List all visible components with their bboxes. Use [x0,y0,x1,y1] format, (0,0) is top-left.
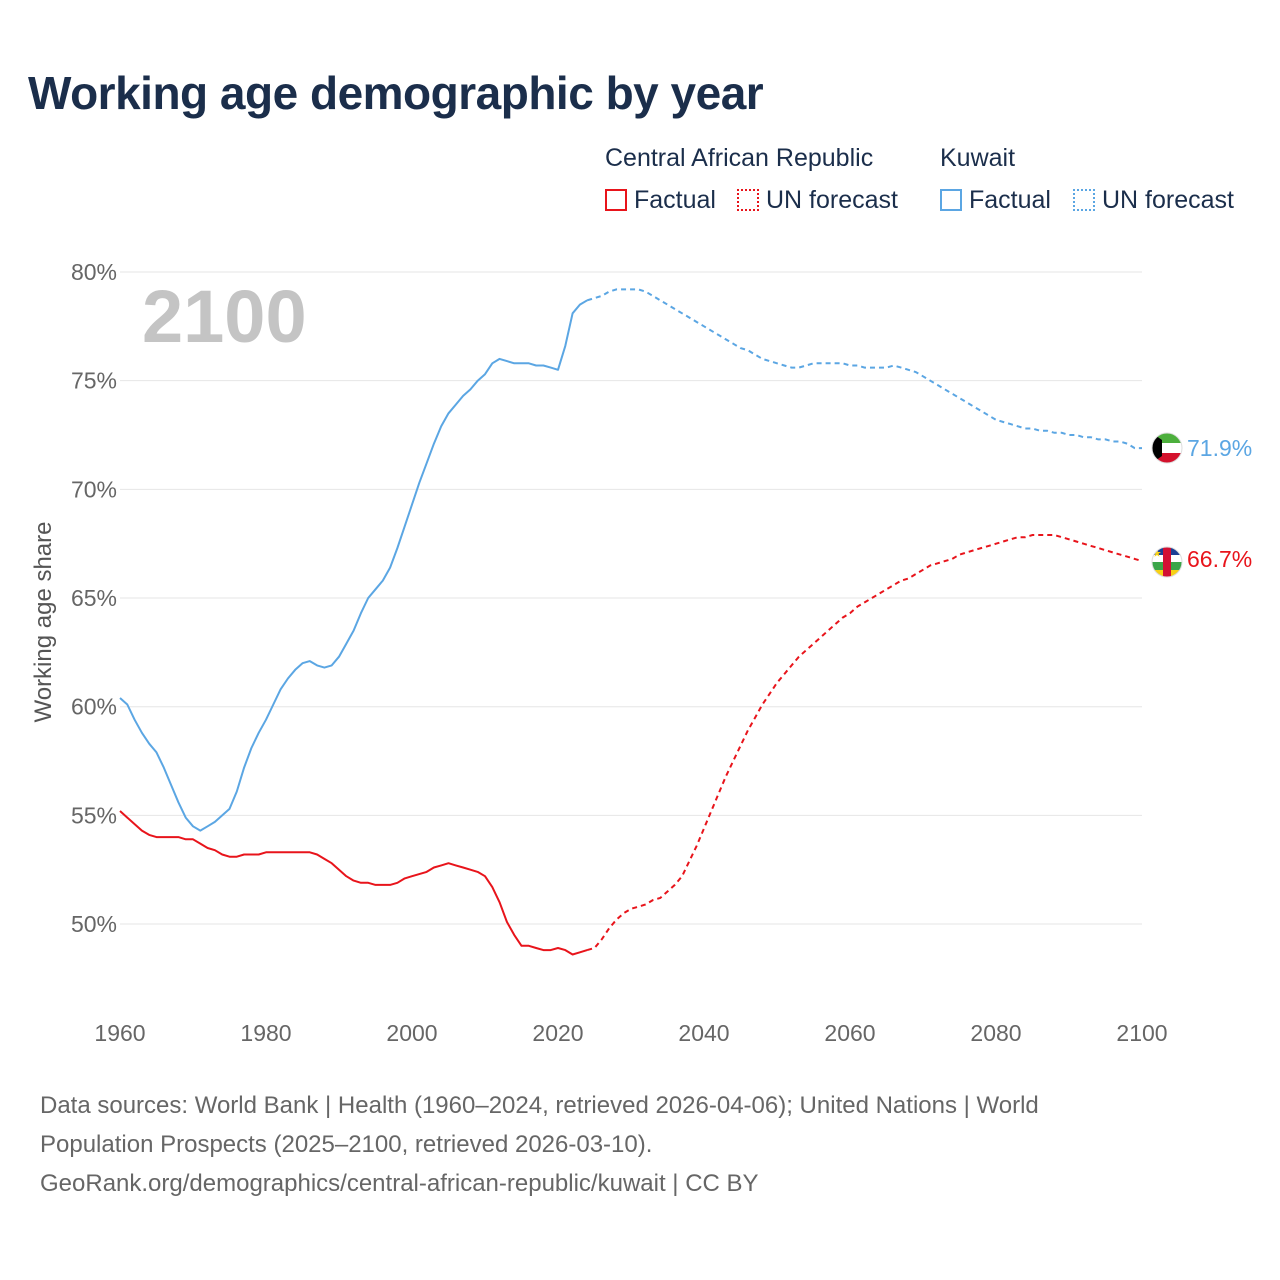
legend-swatch-kuwait-factual [940,189,962,211]
x-tick-label: 1960 [94,1020,145,1046]
year-watermark: 2100 [142,275,307,358]
x-tick-label: 2040 [678,1020,729,1046]
car-flag-ring [1151,546,1183,578]
series-line-kuwait-factual[interactable] [119,299,588,832]
legend-item-car-forecast[interactable]: UN forecast [737,186,898,214]
end-label-kuwait: 71.9% [1187,435,1252,461]
y-axis-ticks: 50% 55% 60% 65% 70% 75% 80% [71,259,117,937]
x-axis-ticks: 1960 1980 2000 2020 2040 2060 2080 2100 [94,1020,1167,1046]
legend-title-kuwait: Kuwait [940,144,1016,172]
y-tick-label: 70% [71,476,117,502]
legend-item-car-factual[interactable]: Factual [605,186,716,214]
y-tick-label: 80% [71,259,117,285]
footer-sources: Data sources: World Bank | Health (1960–… [40,1086,1240,1203]
legend-swatch-car-forecast [737,189,759,211]
legend-label-car-factual: Factual [634,185,716,214]
line-chart: 50% 55% 60% 65% 70% 75% 80% 1960 1980 2000 2020 20… [30,259,1252,1046]
grid-lines [120,271,1142,925]
legend-swatch-car-factual [605,189,627,211]
y-tick-label: 50% [71,911,117,937]
y-tick-label: 75% [71,368,117,394]
x-tick-label: 1980 [240,1020,291,1046]
series-line-kuwait-forecast[interactable] [586,288,1142,450]
x-tick-label: 2000 [386,1020,437,1046]
x-tick-label: 2060 [824,1020,875,1046]
footer-line-1: Data sources: World Bank | Health (1960–… [40,1092,1039,1119]
y-tick-label: 55% [71,802,117,828]
x-tick-label: 2080 [970,1020,1021,1046]
y-axis-label: Working age share [30,522,57,723]
chart-title: Working age demographic by year [28,67,764,119]
legend-label-kuwait-forecast: UN forecast [1102,185,1234,214]
legend-item-kuwait-factual[interactable]: Factual [940,186,1051,214]
legend-item-kuwait-forecast[interactable]: UN forecast [1073,186,1234,214]
x-tick-label: 2020 [532,1020,583,1046]
series-line-central-african-republic-forecast[interactable] [586,534,1143,952]
footer-line-2: Population Prospects (2025–2100, retriev… [40,1131,653,1158]
footer-line-3[interactable]: GeoRank.org/demographics/central-african… [40,1170,759,1197]
y-tick-label: 60% [71,694,117,720]
end-label-central-african-republic: 66.7% [1187,546,1252,572]
y-tick-label: 65% [71,585,117,611]
legend-label-kuwait-factual: Factual [969,185,1051,214]
legend-swatch-kuwait-forecast [1073,189,1095,211]
kuwait-flag-ring [1151,432,1183,464]
legend-title-central-african-republic: Central African Republic [605,144,874,172]
central-african-republic-flag-icon [1152,547,1182,577]
legend-label-car-forecast: UN forecast [766,185,898,214]
series-line-central-african-republic-factual[interactable] [119,810,588,956]
x-tick-label: 2100 [1116,1020,1167,1046]
